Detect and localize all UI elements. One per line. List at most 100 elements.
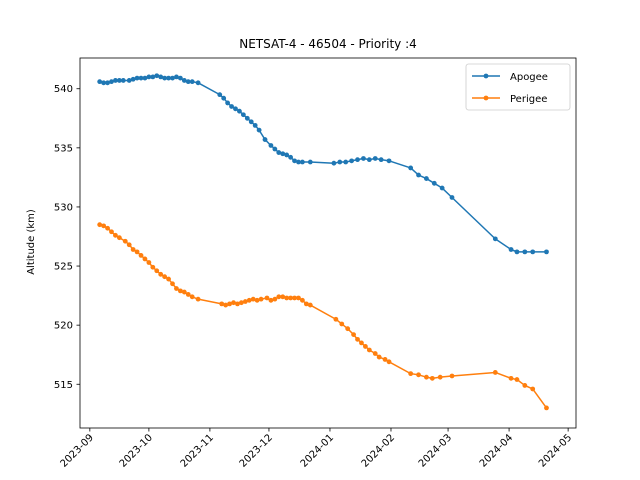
data-point-perigee-10 (138, 253, 144, 258)
data-point-perigee-20 (177, 288, 183, 294)
data-point-perigee-62 (424, 374, 429, 380)
data-point-perigee-48 (333, 316, 339, 322)
data-point-perigee-55 (366, 347, 372, 353)
data-point-apogee-10 (138, 75, 144, 81)
data-point-apogee-6 (120, 78, 126, 83)
data-point-apogee-67 (530, 249, 536, 255)
data-point-apogee-27 (225, 100, 231, 106)
data-point-perigee-46 (303, 301, 309, 307)
y-tick-label-2: 525 (54, 262, 73, 273)
data-point-apogee-1 (101, 80, 107, 86)
data-point-apogee-26 (221, 95, 227, 101)
data-point-perigee-28 (231, 300, 236, 306)
data-point-perigee-56 (372, 351, 378, 356)
data-point-apogee-62 (449, 195, 455, 200)
y-tick-label-1: 520 (54, 321, 73, 332)
data-point-perigee-40 (280, 294, 286, 300)
data-point-perigee-49 (339, 321, 345, 327)
data-point-perigee-41 (284, 295, 290, 301)
data-point-perigee-22 (185, 292, 191, 297)
y-axis-title: Altitude (km) (26, 209, 37, 275)
data-point-perigee-17 (166, 276, 171, 282)
data-point-apogee-56 (386, 158, 392, 164)
data-point-perigee-5 (116, 235, 122, 241)
data-point-apogee-23 (189, 79, 195, 85)
data-point-apogee-7 (126, 78, 132, 83)
data-point-apogee-35 (256, 127, 262, 133)
data-point-apogee-4 (113, 78, 118, 83)
data-point-apogee-68 (544, 249, 549, 255)
data-point-apogee-36 (262, 137, 268, 142)
data-point-apogee-61 (439, 185, 445, 191)
data-point-apogee-14 (154, 73, 160, 79)
data-point-apogee-31 (240, 112, 246, 118)
data-point-apogee-34 (252, 122, 258, 128)
data-point-apogee-63 (492, 236, 498, 242)
data-point-perigee-6 (122, 238, 128, 244)
plot-area (97, 73, 549, 411)
data-point-perigee-59 (386, 359, 392, 365)
data-point-perigee-52 (355, 336, 360, 342)
data-point-apogee-65 (514, 249, 520, 255)
data-point-apogee-47 (331, 160, 337, 166)
data-point-perigee-64 (437, 374, 443, 380)
y-tick-label-0: 515 (54, 380, 73, 391)
data-point-perigee-68 (514, 377, 520, 382)
legend-marker-apogee (483, 73, 489, 79)
data-point-apogee-49 (343, 159, 349, 165)
legend-marker-perigee (483, 95, 489, 101)
data-point-perigee-66 (492, 370, 498, 375)
data-point-perigee-14 (154, 268, 160, 274)
data-point-perigee-51 (351, 332, 356, 338)
legend-label-perigee: Perigee (510, 94, 547, 105)
data-point-apogee-41 (284, 152, 290, 158)
data-point-apogee-19 (174, 74, 179, 80)
data-point-perigee-70 (530, 386, 536, 392)
data-point-perigee-57 (376, 354, 382, 360)
data-point-perigee-29 (235, 301, 240, 307)
data-point-perigee-53 (359, 340, 364, 346)
data-point-perigee-31 (242, 299, 248, 304)
data-point-apogee-57 (408, 165, 414, 171)
data-point-perigee-19 (174, 286, 179, 291)
data-point-apogee-38 (272, 146, 278, 152)
data-point-apogee-20 (177, 75, 183, 81)
data-point-apogee-28 (229, 104, 234, 109)
axes-frame (79, 57, 577, 429)
data-point-perigee-15 (158, 271, 164, 277)
data-point-perigee-54 (363, 344, 368, 349)
data-point-apogee-64 (508, 247, 514, 252)
data-point-apogee-2 (105, 80, 110, 86)
data-point-apogee-60 (431, 180, 437, 186)
data-point-perigee-12 (146, 260, 152, 265)
data-point-apogee-11 (142, 75, 148, 81)
data-point-perigee-25 (219, 301, 225, 307)
data-point-perigee-71 (544, 405, 549, 411)
data-point-apogee-29 (233, 106, 238, 112)
data-point-apogee-39 (276, 150, 282, 155)
data-point-apogee-3 (109, 79, 114, 85)
data-point-apogee-15 (158, 74, 164, 80)
data-point-perigee-2 (105, 225, 110, 231)
data-point-perigee-42 (288, 295, 293, 301)
data-point-apogee-53 (366, 157, 372, 163)
data-point-apogee-51 (355, 157, 360, 163)
data-point-perigee-32 (246, 297, 252, 303)
data-point-perigee-50 (345, 326, 351, 332)
data-point-perigee-69 (522, 383, 528, 388)
data-point-perigee-33 (250, 296, 256, 302)
data-point-apogee-12 (146, 74, 152, 80)
data-point-perigee-36 (264, 295, 270, 301)
data-point-perigee-65 (449, 373, 455, 379)
data-point-apogee-0 (97, 79, 103, 85)
data-point-apogee-52 (361, 156, 366, 161)
data-point-perigee-3 (109, 229, 114, 235)
data-point-perigee-11 (142, 256, 148, 262)
data-point-perigee-35 (258, 296, 264, 302)
data-point-apogee-24 (195, 80, 201, 86)
data-point-perigee-30 (239, 300, 244, 306)
data-point-perigee-37 (268, 297, 274, 303)
data-point-apogee-43 (292, 158, 297, 164)
